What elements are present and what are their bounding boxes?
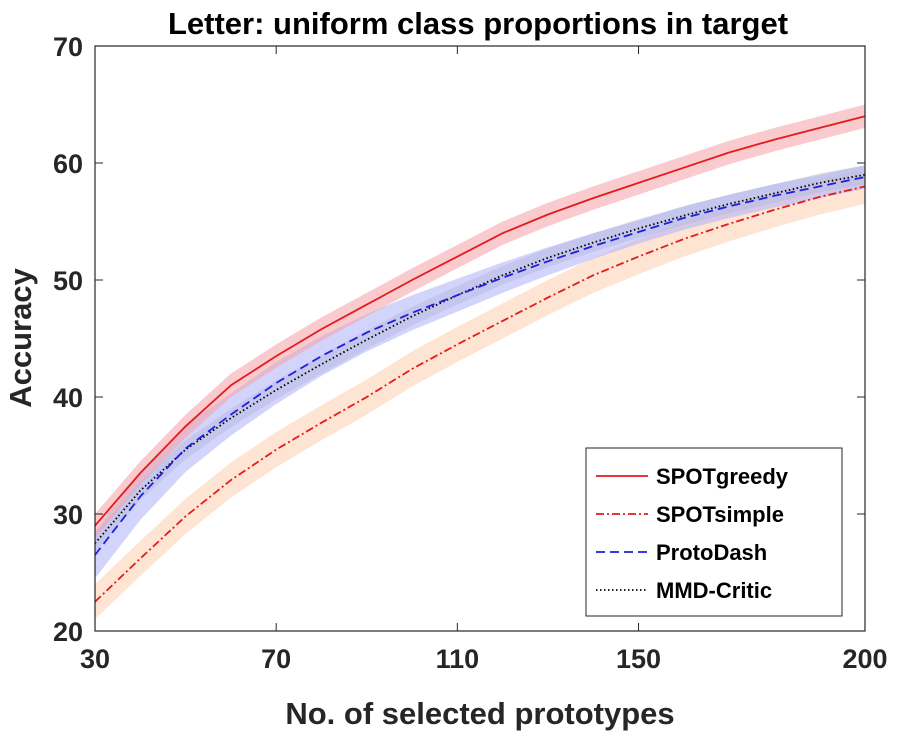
x-tick-label: 150	[616, 644, 661, 674]
legend: SPOTgreedy SPOTsimple ProtoDash MMD-Critic	[585, 447, 843, 617]
x-tick-label: 110	[436, 644, 480, 674]
x-tick-label: 200	[842, 644, 887, 674]
y-tick-label: 50	[53, 266, 83, 296]
chart-title: Letter: uniform class proportions in tar…	[168, 6, 788, 41]
line-protodash	[94, 176, 866, 556]
plot-area-frame	[94, 45, 866, 632]
legend-label-mmd-critic: MMD-Critic	[656, 578, 772, 603]
x-tick-label: 30	[80, 644, 110, 674]
x-axis-label: No. of selected prototypes	[285, 696, 674, 731]
confidence-bands	[95, 104, 865, 620]
legend-label-protodash: ProtoDash	[656, 540, 767, 565]
line-mmd-critic	[94, 173, 866, 544]
y-tick-label: 30	[53, 500, 83, 530]
series-lines	[94, 115, 866, 603]
y-tick-label: 40	[53, 383, 83, 413]
x-tick-label: 70	[261, 644, 291, 674]
y-tick-label: 20	[53, 617, 83, 647]
y-tick-label: 70	[53, 32, 83, 62]
y-tick-label: 60	[53, 149, 83, 179]
line-spotsimple	[94, 185, 866, 603]
legend-label-spotgreedy: SPOTgreedy	[656, 464, 789, 489]
line-spotgreedy	[94, 115, 866, 527]
band-spotsimple	[95, 168, 865, 620]
legend-label-spotsimple: SPOTsimple	[656, 502, 784, 527]
y-axis-label: Accuracy	[3, 267, 38, 407]
